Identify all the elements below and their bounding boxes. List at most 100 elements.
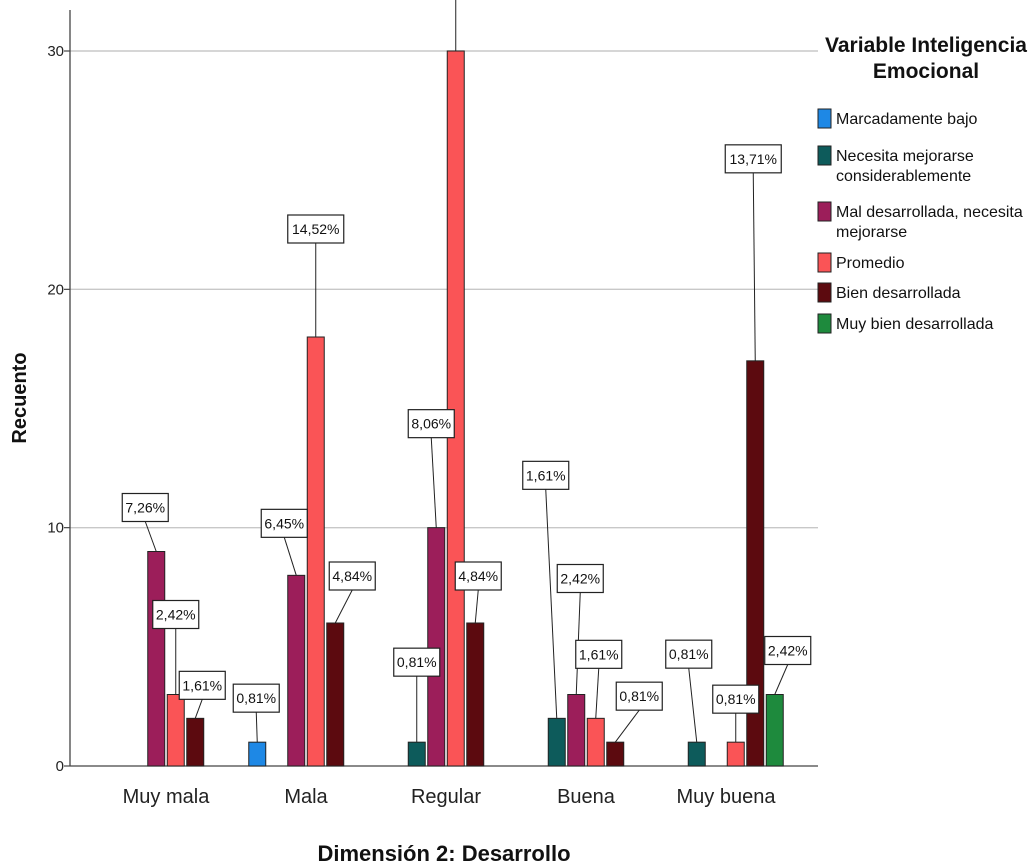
x-axis-title: Dimensión 2: Desarrollo xyxy=(317,841,570,866)
bars xyxy=(147,50,784,767)
data-label-leader xyxy=(283,537,297,576)
legend-title: Variable Inteligencia Emocional xyxy=(825,34,1027,83)
data-label-box xyxy=(287,214,345,244)
gridlines xyxy=(70,50,818,529)
data-label-box xyxy=(615,681,663,711)
data-label-box xyxy=(575,639,623,669)
data-label-leader xyxy=(774,664,789,695)
data-label: 0,81% xyxy=(397,654,437,670)
data-label-box xyxy=(556,563,604,594)
legend-entry: Bien desarrollada xyxy=(836,285,961,302)
data-label: 0,81% xyxy=(716,691,756,707)
bar xyxy=(765,694,784,767)
y-tick-label: 10 xyxy=(47,520,64,537)
data-label: 13,71% xyxy=(730,151,777,167)
data-label: 1,61% xyxy=(526,467,566,483)
data-label: 1,61% xyxy=(182,677,222,693)
data-label: 0,81% xyxy=(669,646,709,662)
legend-entry: Muy bien desarrollada xyxy=(836,316,994,333)
data-label: 0,81% xyxy=(619,688,659,704)
data-label-leader xyxy=(334,589,353,624)
data-label-leader xyxy=(545,489,558,719)
data-label-box xyxy=(232,683,280,713)
legend-title-line: Variable Inteligencia xyxy=(825,34,1027,57)
bar xyxy=(166,694,185,767)
data-label-box xyxy=(522,460,570,490)
legend-swatch xyxy=(817,282,832,303)
x-tick-label: Muy mala xyxy=(123,786,211,808)
data-label-leader xyxy=(430,437,437,528)
data-label-box xyxy=(665,639,713,669)
legend: Variable Inteligencia Emocional Marcadame… xyxy=(817,34,1027,334)
y-tick-label: 30 xyxy=(47,43,64,60)
data-label-box xyxy=(260,508,308,538)
legend-entry: Marcadamente bajo xyxy=(836,111,978,128)
data-label: 2,42% xyxy=(156,607,196,623)
legend-swatch xyxy=(817,313,832,334)
data-label: 1,61% xyxy=(579,646,619,662)
data-label: 8,06% xyxy=(411,416,451,432)
data-label-leader xyxy=(144,521,157,552)
x-axis-categories: Muy mala Mala Regular Buena Muy buena xyxy=(123,786,777,808)
bar xyxy=(606,741,625,767)
legend-entry: Necesita mejorarse considerablemente xyxy=(836,148,974,185)
data-label-leader xyxy=(474,589,479,624)
bar xyxy=(287,574,306,767)
y-axis-ticks: 0 10 20 30 xyxy=(47,43,70,775)
bar xyxy=(446,50,465,767)
bar xyxy=(567,694,586,767)
data-label-leader xyxy=(752,172,756,361)
data-label-box xyxy=(764,635,812,666)
data-label-box xyxy=(121,492,169,523)
legend-swatch xyxy=(817,145,832,166)
data-label-box xyxy=(152,599,200,630)
x-tick-label: Buena xyxy=(557,786,616,808)
data-label-box xyxy=(178,670,226,700)
data-label: 0,81% xyxy=(236,690,276,706)
data-label: 6,45% xyxy=(264,515,304,531)
data-label-box xyxy=(454,561,502,591)
y-tick-label: 0 xyxy=(56,758,64,775)
data-label: 4,84% xyxy=(458,568,498,584)
data-label: 7,26% xyxy=(125,500,165,516)
data-label: 2,42% xyxy=(560,571,600,587)
data-label-leader xyxy=(255,712,258,743)
bar xyxy=(407,741,426,767)
bar xyxy=(586,717,605,767)
legend-entry: Mal desarrollada, necesita mejorarse xyxy=(836,204,1023,241)
x-tick-label: Regular xyxy=(411,786,481,808)
data-label: 14,52% xyxy=(292,221,339,237)
data-label-leader xyxy=(688,668,698,743)
data-label-box xyxy=(328,561,376,591)
data-label-leader xyxy=(614,709,640,743)
bar xyxy=(306,336,325,767)
legend-swatch xyxy=(817,201,832,222)
y-axis-title: Recuento xyxy=(9,352,31,443)
legend-entry: Promedio xyxy=(836,255,905,272)
bar xyxy=(726,741,745,767)
x-tick-label: Mala xyxy=(284,786,328,808)
legend-title-line: Emocional xyxy=(873,60,979,83)
data-label-leader xyxy=(194,699,203,719)
bar xyxy=(248,741,267,767)
bar xyxy=(466,622,485,767)
data-label: 4,84% xyxy=(332,568,372,584)
data-label: 2,42% xyxy=(768,643,808,659)
data-label-box xyxy=(407,409,455,439)
legend-swatch xyxy=(817,252,832,273)
bar xyxy=(547,717,566,767)
bar xyxy=(326,622,345,767)
bar xyxy=(147,551,166,767)
data-label-box xyxy=(712,684,760,714)
bar xyxy=(687,741,706,767)
data-label-box xyxy=(724,144,782,174)
data-label-leader xyxy=(595,668,600,719)
y-tick-label: 20 xyxy=(47,281,64,298)
bar xyxy=(427,527,446,767)
bar xyxy=(186,717,205,767)
data-labels: 7,26% 2,42% 1,61% 0,81% 6,45% 14,52% 4,84% 0,81… xyxy=(121,0,812,743)
legend-swatch xyxy=(817,108,832,129)
data-label-box xyxy=(393,647,441,677)
x-tick-label: Muy buena xyxy=(677,786,777,808)
